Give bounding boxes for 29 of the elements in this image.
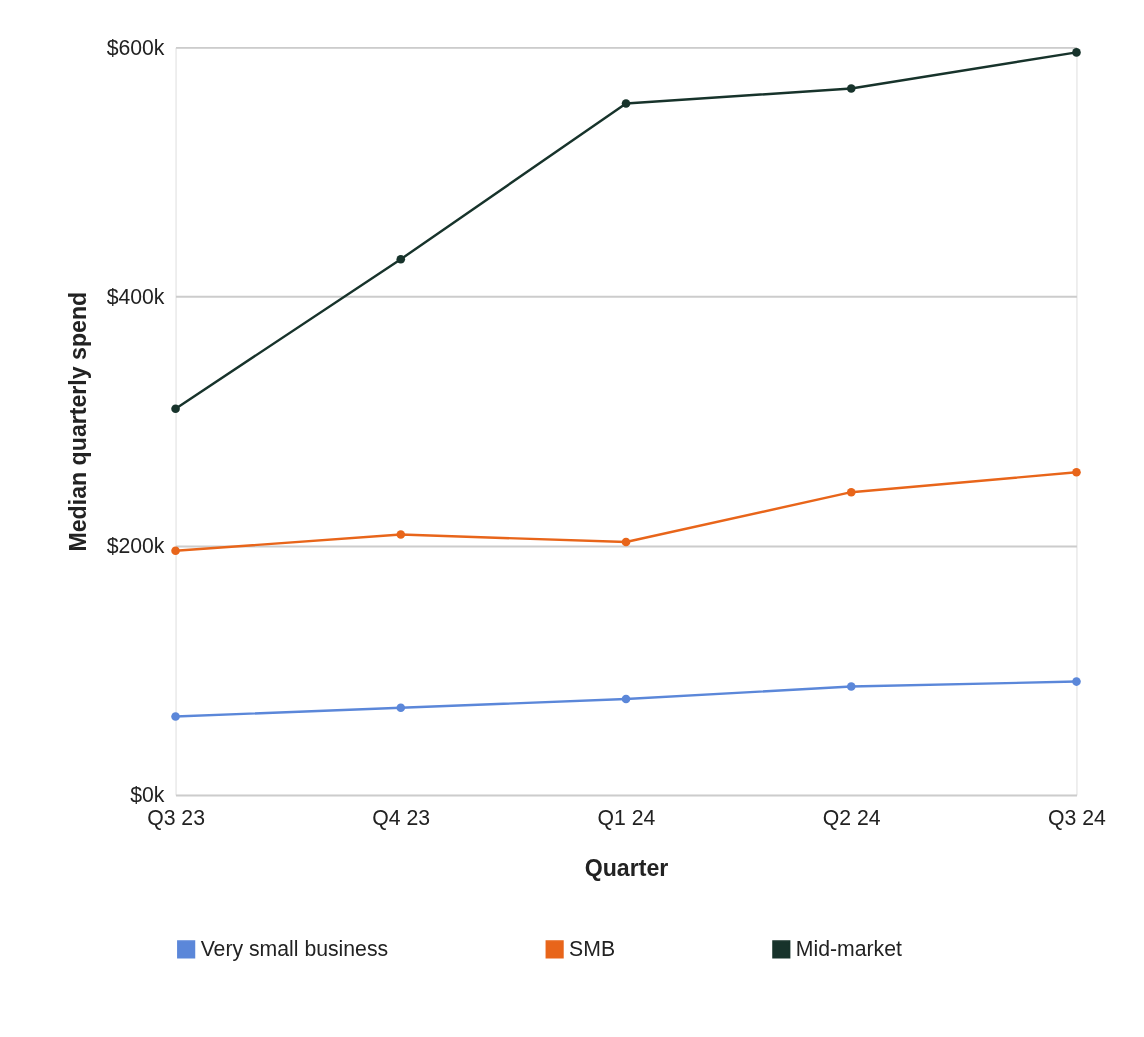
legend-label: Mid-market [795, 937, 902, 961]
legend-label: Very small business [200, 937, 389, 962]
point [171, 712, 180, 721]
y-tick-label: $0k [130, 783, 165, 807]
x-tick-label: Q3 24 [1048, 806, 1107, 831]
point [846, 682, 856, 691]
point [171, 404, 180, 414]
x-tick-label: Q4 23 [372, 806, 431, 831]
y-tick-label: $400k [106, 284, 165, 308]
y-axis-title: Median quarterly spend [65, 291, 92, 552]
x-axis-title: Quarter [584, 855, 669, 882]
legend-label: SMB [569, 937, 616, 961]
y-tick-label: $200k [106, 534, 165, 557]
point [396, 530, 406, 539]
point [846, 487, 856, 497]
y-tick-label: $600k [106, 35, 165, 59]
point [621, 99, 631, 108]
x-tick-label: Q3 23 [147, 806, 205, 831]
point [396, 703, 406, 713]
point [1072, 467, 1081, 477]
x-tick-label: Q1 24 [597, 806, 656, 831]
point [396, 254, 406, 264]
point [621, 694, 631, 704]
point [171, 546, 180, 556]
point [1072, 677, 1081, 686]
point [1072, 48, 1081, 57]
x-tick-label: Q2 24 [822, 806, 881, 831]
point [621, 537, 631, 547]
point [846, 84, 856, 93]
